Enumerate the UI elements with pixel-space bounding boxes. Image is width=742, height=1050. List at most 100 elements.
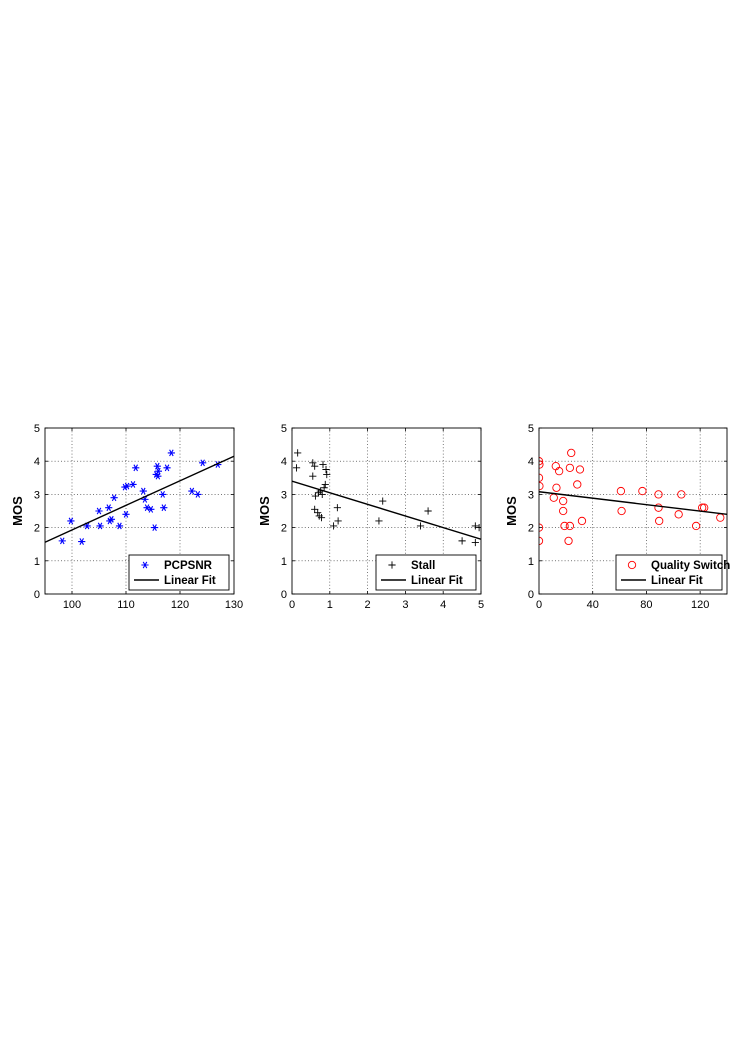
axes-box [291,427,482,595]
data-point [333,504,341,512]
plot-area [292,449,481,547]
data-point [471,522,479,530]
data-point [549,493,558,502]
plot-area [45,449,234,545]
data-point [552,483,561,492]
data-point [105,504,113,512]
data-point [539,536,544,546]
data-point [539,523,544,532]
data-point [375,517,383,525]
data-point [96,522,104,530]
linear-fit-line [45,455,234,543]
data-point [159,490,167,498]
y-tick-label: 4 [34,456,40,468]
x-tick-label: 2 [365,599,371,611]
data-point [95,507,103,515]
data-point [691,521,701,531]
data-point [311,462,319,470]
x-tick-label: 120 [691,599,709,611]
x-tick-label: 4 [440,599,446,611]
data-point [317,514,326,522]
data-point [311,505,319,513]
data-point [154,467,162,475]
x-tick-label: 0 [289,599,295,611]
chart-panel-1: 100 110 120 130 0 1 2 3 4 5 MOS PCPSNR Linear Fit [10,423,243,611]
legend-box [375,554,477,591]
axes-box [44,427,235,595]
x-tick-label: 100 [63,599,81,611]
data-point [458,537,466,545]
data-point [475,524,481,532]
chart-panel-2: 0 1 2 3 4 5 0 1 2 3 4 5 MOS Stall Linear Fit [257,423,484,611]
legend-label: Quality Switch [651,560,730,572]
x-tick-label: 80 [640,599,652,611]
data-point [160,504,168,512]
data-point [567,448,576,458]
plot-area [539,448,727,546]
data-point [292,464,301,472]
legend-label: Linear Fit [651,575,703,587]
data-point [321,480,329,489]
data-point [554,467,564,476]
data-point [322,465,330,474]
data-point [167,449,175,457]
y-tick-label: 2 [34,523,40,535]
data-point [654,490,663,499]
data-point [309,472,317,480]
y-axis-label: MOS [504,496,519,526]
data-point [573,480,582,489]
data-point [110,494,118,502]
x-tick-label: 0 [536,599,542,611]
data-point [323,470,331,479]
y-tick-label: 1 [528,556,534,568]
y-tick-label: 5 [34,423,40,435]
linear-fit-line [539,491,727,516]
data-point [147,505,155,513]
data-point [565,463,575,472]
legend-label: Stall [411,560,435,572]
data-point [617,506,626,516]
legend-label: Linear Fit [411,575,463,587]
data-point [329,522,338,530]
data-point [67,517,75,525]
x-tick-label: 110 [117,599,135,611]
y-tick-label: 0 [281,589,287,601]
data-point [674,510,683,519]
y-tick-label: 2 [281,523,287,535]
y-tick-label: 0 [34,589,40,601]
chart-panel-3: 0 40 80 120 0 1 2 3 4 5 MOS Quality Switch Linear Fi… [504,423,730,611]
data-point [320,484,328,492]
data-point [559,506,568,516]
data-point [577,516,587,526]
data-point [188,487,196,495]
y-tick-label: 4 [281,456,287,468]
data-point [471,538,479,547]
data-point [655,516,664,526]
y-tick-label: 3 [34,489,40,501]
data-point [132,464,140,472]
data-point [564,536,573,546]
data-point [78,538,86,545]
data-point [58,537,66,545]
y-axis-label: MOS [10,496,25,526]
data-point [319,460,327,469]
y-tick-label: 3 [528,489,534,501]
data-point [309,459,317,467]
data-point [424,507,432,515]
data-point [318,490,326,498]
legend-box [128,554,230,591]
data-point [416,522,425,530]
linear-fit-line [292,480,481,540]
x-tick-label: 1 [327,599,333,611]
data-point [677,490,686,499]
data-point [129,481,137,488]
x-tick-label: 130 [225,599,243,611]
data-point [716,513,725,522]
data-point [559,496,568,506]
data-point [616,486,626,496]
x-tick-label: 120 [171,599,189,611]
y-tick-label: 1 [281,556,287,568]
data-point [379,497,387,505]
data-point [575,465,585,474]
legend-marker [141,561,149,569]
